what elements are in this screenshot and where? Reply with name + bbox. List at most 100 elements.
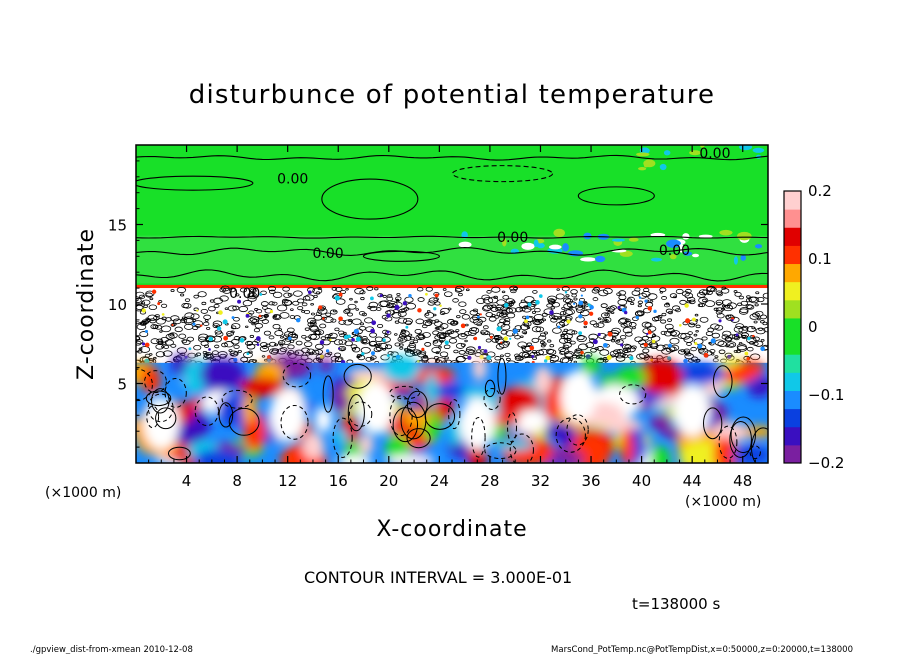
turbulence-ring <box>356 355 361 359</box>
turbulence-ring <box>249 334 255 338</box>
turbulence-ring <box>354 287 365 295</box>
turbulence-ring <box>749 313 759 320</box>
upper-speck <box>752 147 765 153</box>
turbulence-ring <box>335 286 343 292</box>
colorbar-ticks: 0.2 0.1 0 −0.1 −0.2 <box>808 182 844 472</box>
turbulence-ring <box>538 335 547 341</box>
turbulence-ring <box>500 354 504 358</box>
turbulence-speck <box>353 328 359 335</box>
turbulence-ring <box>261 355 266 358</box>
turbulence-ring <box>631 326 636 330</box>
turbulence-speck <box>171 323 174 326</box>
x-tick-label: 4 <box>182 472 192 490</box>
turbulence-speck <box>259 292 263 296</box>
turbulence-speck <box>580 294 583 297</box>
turbulence-speck <box>425 292 428 296</box>
turbulence-ring <box>382 294 387 298</box>
turbulence-speck <box>703 352 709 358</box>
upper-speck <box>666 239 681 249</box>
upper-speck <box>719 229 733 236</box>
turbulence-ring <box>176 347 188 354</box>
turbulence-ring <box>183 303 192 309</box>
upper-speck <box>583 232 592 240</box>
turbulence-ring <box>247 292 258 300</box>
turbulence-ring <box>293 290 303 297</box>
turbulence-speck <box>647 330 652 335</box>
turbulence-ring <box>396 292 401 296</box>
turbulence-ring <box>312 287 323 295</box>
contour-loop <box>321 178 419 220</box>
turbulence-speck <box>620 343 624 347</box>
turbulence-speck <box>245 313 250 318</box>
turbulence-ring <box>418 334 426 340</box>
turbulence-ring <box>248 350 253 354</box>
turbulence-ring <box>745 304 753 309</box>
turbulence-ring <box>642 348 650 354</box>
turbulence-ring <box>190 313 200 320</box>
turbulence-ring <box>369 340 378 347</box>
contour-line <box>136 235 768 239</box>
turbulence-ring <box>500 323 511 331</box>
turbulence-ring <box>159 330 163 333</box>
lower-contour-loop <box>348 401 373 427</box>
turbulence-ring <box>233 316 240 322</box>
colorbar-swatch <box>784 227 801 246</box>
turbulence-ring <box>661 347 672 355</box>
turbulence-speck <box>549 310 554 315</box>
turbulence-speck <box>295 317 301 323</box>
turbulence-ring <box>198 333 209 341</box>
turbulence-ring <box>454 287 462 293</box>
turbulence-ring <box>535 326 545 333</box>
turbulence-ring <box>148 304 158 311</box>
plume-blob <box>302 432 325 460</box>
warm-line <box>136 284 768 289</box>
turbulence-speck <box>433 307 437 311</box>
turbulence-ring <box>274 343 278 347</box>
turbulence-speck <box>144 342 150 348</box>
colorbar-swatch <box>784 354 801 373</box>
turbulence-ring <box>399 338 404 342</box>
turbulence-speck <box>320 354 324 359</box>
turbulence-speck <box>503 336 508 341</box>
turbulence-ring <box>683 348 691 354</box>
turbulence-ring <box>531 337 540 343</box>
turbulence-ring <box>696 291 706 298</box>
turbulence-ring <box>414 328 422 334</box>
turbulence-ring <box>517 341 528 348</box>
turbulence-speck <box>444 340 449 345</box>
turbulence-ring <box>178 333 187 339</box>
turbulence-ring <box>599 349 610 356</box>
plume-blob <box>333 428 348 445</box>
turbulence-speck <box>557 325 561 329</box>
turbulence-ring <box>432 339 439 344</box>
turbulence-ring <box>457 333 468 340</box>
turbulence-speck <box>371 320 377 326</box>
turbulence-ring <box>456 315 461 319</box>
turbulence-ring <box>726 341 737 348</box>
turbulence-ring <box>663 303 671 308</box>
upper-speck <box>736 231 752 241</box>
turbulence-ring <box>695 330 699 333</box>
turbulence-ring <box>711 332 721 339</box>
turbulence-ring <box>506 357 511 362</box>
turbulence-ring <box>752 341 759 346</box>
turbulence-speck <box>607 331 613 337</box>
lower-contour-loop <box>718 425 738 459</box>
lower-contour-loop <box>151 388 170 414</box>
turbulence-speck <box>237 299 242 304</box>
turbulence-ring <box>615 339 624 345</box>
turbulence-ring <box>566 337 571 342</box>
turbulence-ring <box>693 333 698 337</box>
turbulence-ring <box>713 307 719 311</box>
turbulence-ring <box>431 346 441 354</box>
turbulence-ring <box>645 354 650 358</box>
turbulence-speck <box>529 345 535 351</box>
turbulence-ring <box>596 346 604 351</box>
turbulence-ring <box>672 305 681 311</box>
turbulence-ring <box>369 305 378 312</box>
plume-blob <box>650 445 671 463</box>
turbulence-ring <box>539 332 547 337</box>
turbulence-ring <box>315 329 325 336</box>
turbulence-ring <box>472 318 483 326</box>
lower-contour-loop <box>484 379 496 398</box>
